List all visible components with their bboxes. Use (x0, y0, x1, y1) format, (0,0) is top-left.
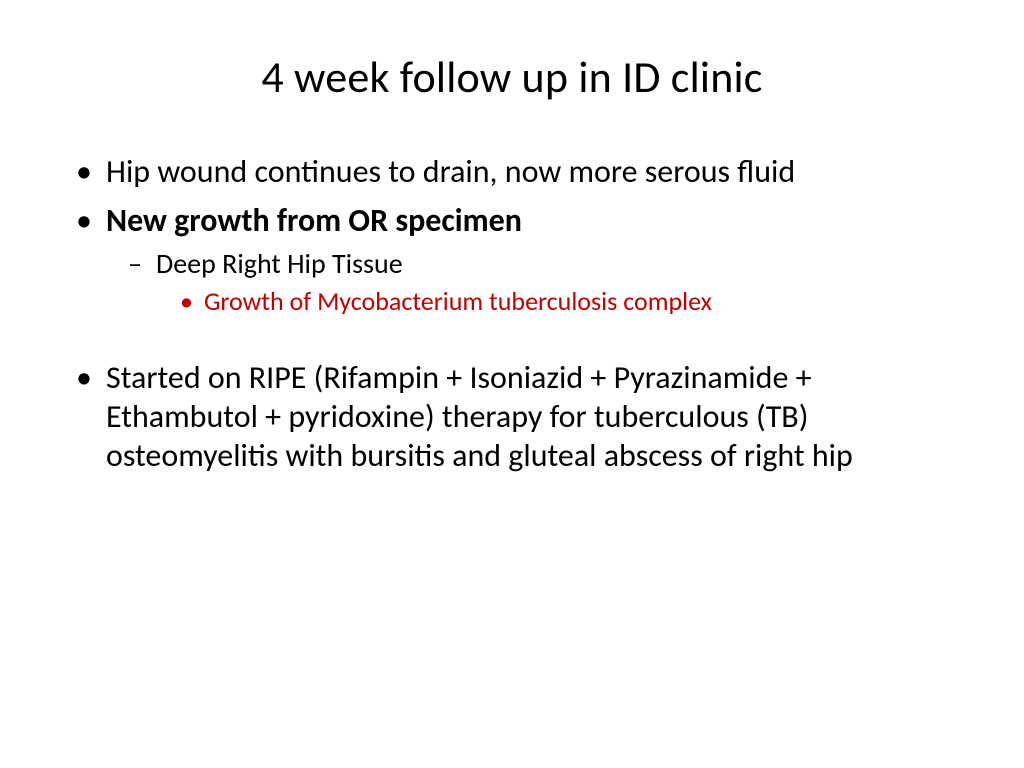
bullet-list-2: Started on RIPE (Rifampin + Isoniazid + … (60, 358, 964, 475)
bullet-item-2: New growth from OR specimen Deep Right H… (88, 201, 964, 318)
bullet-text: Started on RIPE (Rifampin + Isoniazid + … (106, 358, 853, 475)
bullet-list: Hip wound continues to drain, now more s… (60, 152, 964, 318)
sub-item-1: Deep Right Hip Tissue Growth of Mycobact… (134, 246, 964, 318)
slide: 4 week follow up in ID clinic Hip wound … (0, 0, 1024, 768)
sub-sub-item-1: Growth of Mycobacterium tuberculosis com… (186, 285, 964, 318)
bullet-item-3: Started on RIPE (Rifampin + Isoniazid + … (88, 358, 964, 475)
bullet-text: New growth from OR specimen (106, 201, 522, 240)
bullet-text: Hip wound continues to drain, now more s… (106, 152, 795, 191)
bullet-text: Deep Right Hip Tissue (156, 246, 403, 281)
sub-sub-list: Growth of Mycobacterium tuberculosis com… (156, 285, 964, 318)
slide-title: 4 week follow up in ID clinic (60, 50, 964, 104)
bullet-text: Growth of Mycobacterium tuberculosis com… (204, 285, 712, 317)
spacer (60, 328, 964, 358)
sub-list: Deep Right Hip Tissue Growth of Mycobact… (106, 246, 964, 318)
bullet-item-1: Hip wound continues to drain, now more s… (88, 152, 964, 191)
